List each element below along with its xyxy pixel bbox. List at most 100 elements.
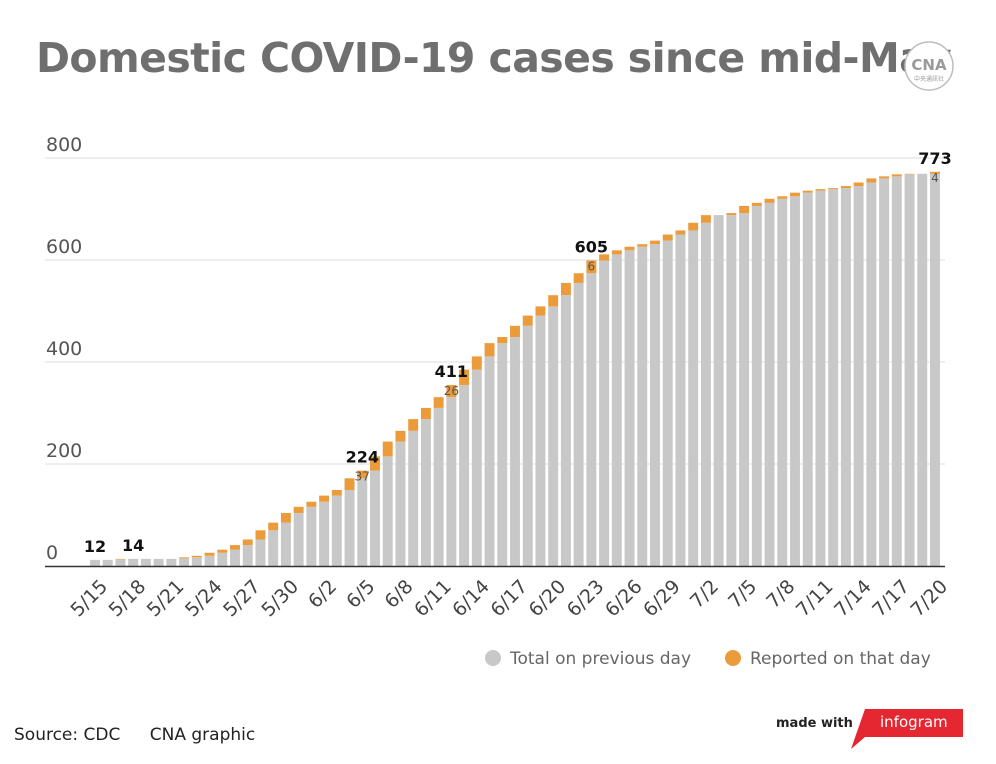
bar-reported [930, 171, 940, 174]
bar-reported [179, 557, 190, 559]
bar-reported [319, 495, 330, 502]
bar-previous [802, 192, 813, 566]
infogram-badge[interactable] [851, 709, 963, 749]
x-tick-label: 6/26 [601, 576, 647, 622]
bar-previous [179, 558, 190, 566]
x-tick-label: 6/17 [486, 576, 532, 622]
bar-reported [586, 260, 597, 274]
bar-reported [866, 178, 877, 183]
x-tick-label: 6/2 [304, 576, 341, 613]
bar-reported [739, 205, 750, 214]
bar-reported [459, 369, 470, 385]
bar-previous [879, 178, 890, 566]
bar-previous [866, 182, 877, 567]
bar-reported [700, 215, 711, 223]
data-label: 224 [346, 448, 379, 467]
bar-reported [191, 555, 202, 558]
bar-reported [599, 254, 610, 261]
data-label: 12 [84, 537, 106, 556]
y-tick-label: 600 [46, 236, 82, 258]
bar-previous [917, 173, 928, 566]
x-tick-label: 5/18 [105, 576, 151, 622]
bar-reported [255, 530, 266, 540]
bar-reported [230, 545, 240, 550]
x-tick-label: 7/11 [792, 576, 838, 622]
legend-swatch [485, 650, 501, 666]
y-tick-label: 0 [46, 542, 58, 564]
bar-previous [293, 512, 304, 566]
source-line: Source: CDC CNA graphic [14, 725, 279, 745]
legend-label: Reported on that day [750, 649, 931, 669]
bar-reported [510, 325, 520, 338]
data-label: 605 [575, 238, 608, 257]
bar-reported [497, 337, 508, 344]
data-label: 14 [122, 536, 144, 555]
bar-previous [599, 260, 610, 566]
bar-reported [624, 246, 635, 251]
x-tick-label: 6/5 [342, 576, 379, 613]
bar-reported [484, 343, 495, 357]
bar-previous [153, 558, 164, 566]
bar-reported [344, 478, 355, 491]
data-label: 773 [918, 149, 951, 168]
bar-previous [510, 337, 520, 566]
bar-previous [548, 306, 559, 566]
bar-previous [331, 495, 342, 566]
bar-reported [370, 456, 380, 471]
legend-swatch [725, 650, 741, 666]
bar-previous [586, 273, 597, 566]
bar-previous [662, 240, 673, 566]
bar-previous [255, 539, 266, 566]
x-tick-label: 7/14 [830, 576, 876, 622]
bar-previous [471, 369, 482, 566]
bar-previous [319, 501, 330, 566]
bar-previous [90, 559, 100, 566]
bar-reported [331, 490, 342, 496]
bar-previous [675, 234, 686, 566]
x-tick-label: 6/23 [563, 576, 609, 622]
bar-previous [242, 545, 253, 566]
bar-previous [420, 419, 431, 566]
bar-previous [790, 196, 800, 566]
bar-previous [700, 222, 711, 566]
bar-reported [433, 397, 444, 408]
bar-reported [891, 174, 902, 177]
bar-reported [828, 188, 839, 190]
bar-reported [611, 250, 622, 255]
bar-previous [904, 174, 915, 566]
bar-previous [497, 343, 508, 566]
bar-reported [764, 198, 775, 203]
x-tick-label: 7/17 [868, 576, 914, 622]
bar-previous [650, 244, 660, 566]
bar-reported [573, 273, 584, 283]
data-sublabel: 6 [588, 260, 596, 274]
bar-previous [764, 202, 775, 566]
bar-previous [306, 506, 317, 566]
infogram-label[interactable]: infogram [880, 713, 948, 731]
bar-reported [548, 295, 559, 307]
credit-label: CNA graphic [149, 725, 256, 745]
x-tick-label: 6/20 [525, 576, 571, 622]
bar-reported [637, 244, 648, 247]
bar-previous [268, 530, 279, 566]
bar-reported [395, 430, 406, 442]
x-tick-label: 6/29 [639, 576, 685, 622]
bar-reported [357, 470, 368, 479]
y-tick-label: 400 [46, 338, 82, 360]
bar-previous [344, 490, 355, 566]
x-tick-label: 6/14 [448, 576, 494, 622]
bar-previous [853, 186, 864, 567]
legend: Total on previous day Reported on that da… [485, 649, 931, 669]
source-label: Source: CDC [14, 725, 121, 745]
bar-previous [357, 478, 368, 566]
bar-previous [166, 558, 177, 566]
bar-previous [459, 384, 470, 566]
bar-previous [140, 558, 151, 566]
bar-reported [777, 196, 788, 199]
bar-previous [204, 555, 215, 566]
bar-previous [395, 441, 406, 566]
bar-reported [815, 189, 826, 191]
bar-previous [230, 549, 240, 566]
bar-previous [637, 246, 648, 567]
